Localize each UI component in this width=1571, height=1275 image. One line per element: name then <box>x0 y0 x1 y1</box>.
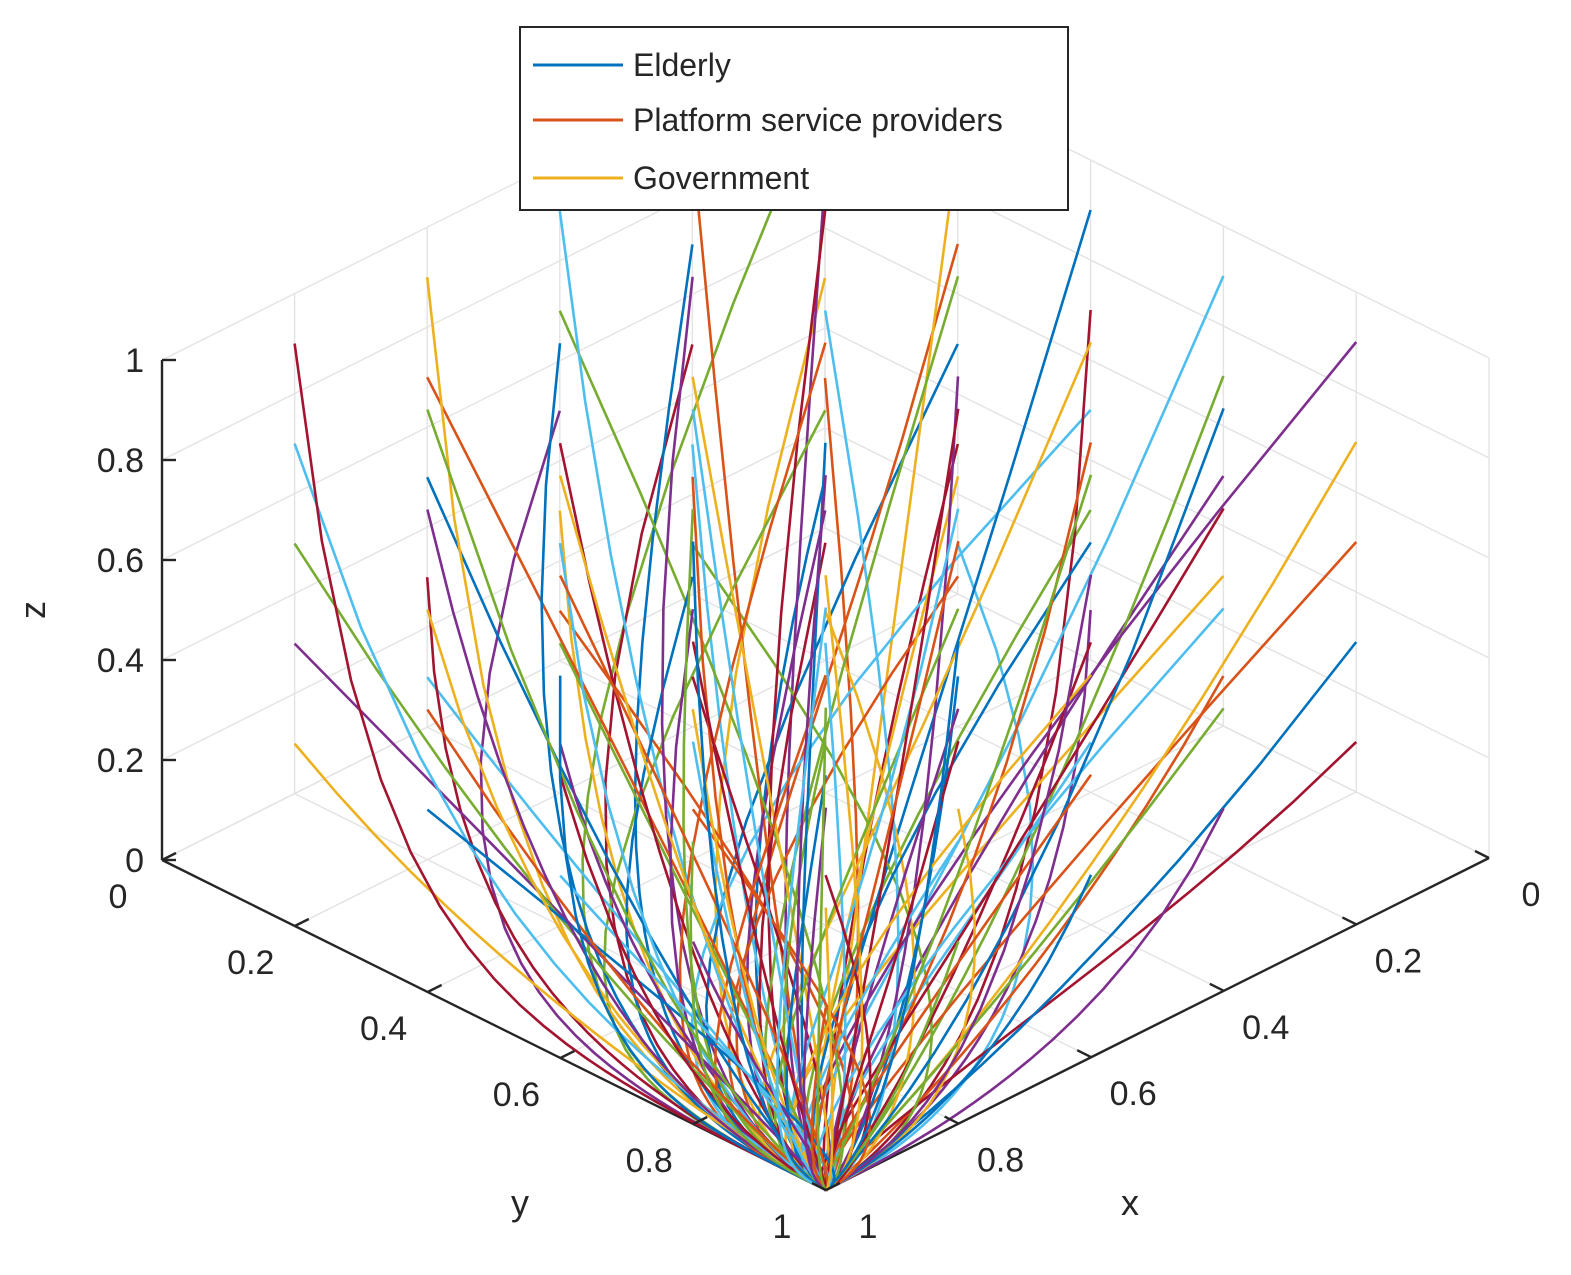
x-axis-label: x <box>1121 1182 1139 1223</box>
z-tick-label: 0.8 <box>97 442 144 480</box>
y-tick-label: 0 <box>109 878 128 916</box>
x-tick-mark <box>1341 916 1357 926</box>
grid-line <box>560 725 1224 1059</box>
legend-label-elderly: Elderly <box>633 47 731 83</box>
legend-label-platform: Platform service providers <box>633 102 1003 138</box>
legend: Elderly Platform service providers Gover… <box>519 26 1069 211</box>
y-tick-mark <box>559 1049 575 1060</box>
y-tick-mark <box>825 1181 841 1192</box>
grid-line <box>824 227 1490 559</box>
grid-line <box>426 726 1092 1058</box>
x-tick-mark <box>811 1181 827 1192</box>
grid-line <box>161 427 826 761</box>
y-tick-mark <box>294 917 310 928</box>
x-tick-label: 0.2 <box>1375 942 1422 980</box>
y-tick-mark <box>692 1115 708 1126</box>
y-tick-label: 1 <box>773 1208 792 1246</box>
x-tick-label: 0.4 <box>1242 1009 1289 1047</box>
y-axis-label: y <box>511 1182 529 1223</box>
y-tick-label: 0.8 <box>626 1142 673 1180</box>
x-tick-label: 0 <box>1522 876 1541 914</box>
z-tick-label: 0 <box>125 842 144 880</box>
y-tick-label: 0.6 <box>493 1076 540 1114</box>
x-tick-label: 0.8 <box>977 1142 1024 1180</box>
z-tick-label: 0.6 <box>97 542 144 580</box>
y-tick-label: 0.4 <box>360 1010 407 1048</box>
grid-line <box>824 427 1490 759</box>
x-tick-mark <box>944 1115 960 1125</box>
ticks-layer: 0000.20.20.20.40.40.40.60.60.60.80.80.81… <box>97 342 1541 1246</box>
x-tick-label: 1 <box>859 1208 878 1246</box>
legend-label-government: Government <box>633 160 809 196</box>
x-tick-mark <box>1474 849 1490 860</box>
z-tick-label: 0.4 <box>97 642 144 680</box>
y-tick-mark <box>427 983 443 994</box>
x-tick-mark <box>1076 1049 1092 1059</box>
grid-line <box>161 527 826 861</box>
grid-line <box>824 327 1490 659</box>
x-tick-mark <box>1209 982 1225 992</box>
x-tick-label: 0.6 <box>1110 1075 1157 1113</box>
z-tick-label: 1 <box>125 342 144 380</box>
x-axis-line <box>825 856 1490 1192</box>
z-tick-label: 0.2 <box>97 742 144 780</box>
z-axis-label: z <box>12 601 53 619</box>
y-tick-label: 0.2 <box>227 944 274 982</box>
grid-line <box>161 227 826 561</box>
grid-line <box>427 659 1091 993</box>
